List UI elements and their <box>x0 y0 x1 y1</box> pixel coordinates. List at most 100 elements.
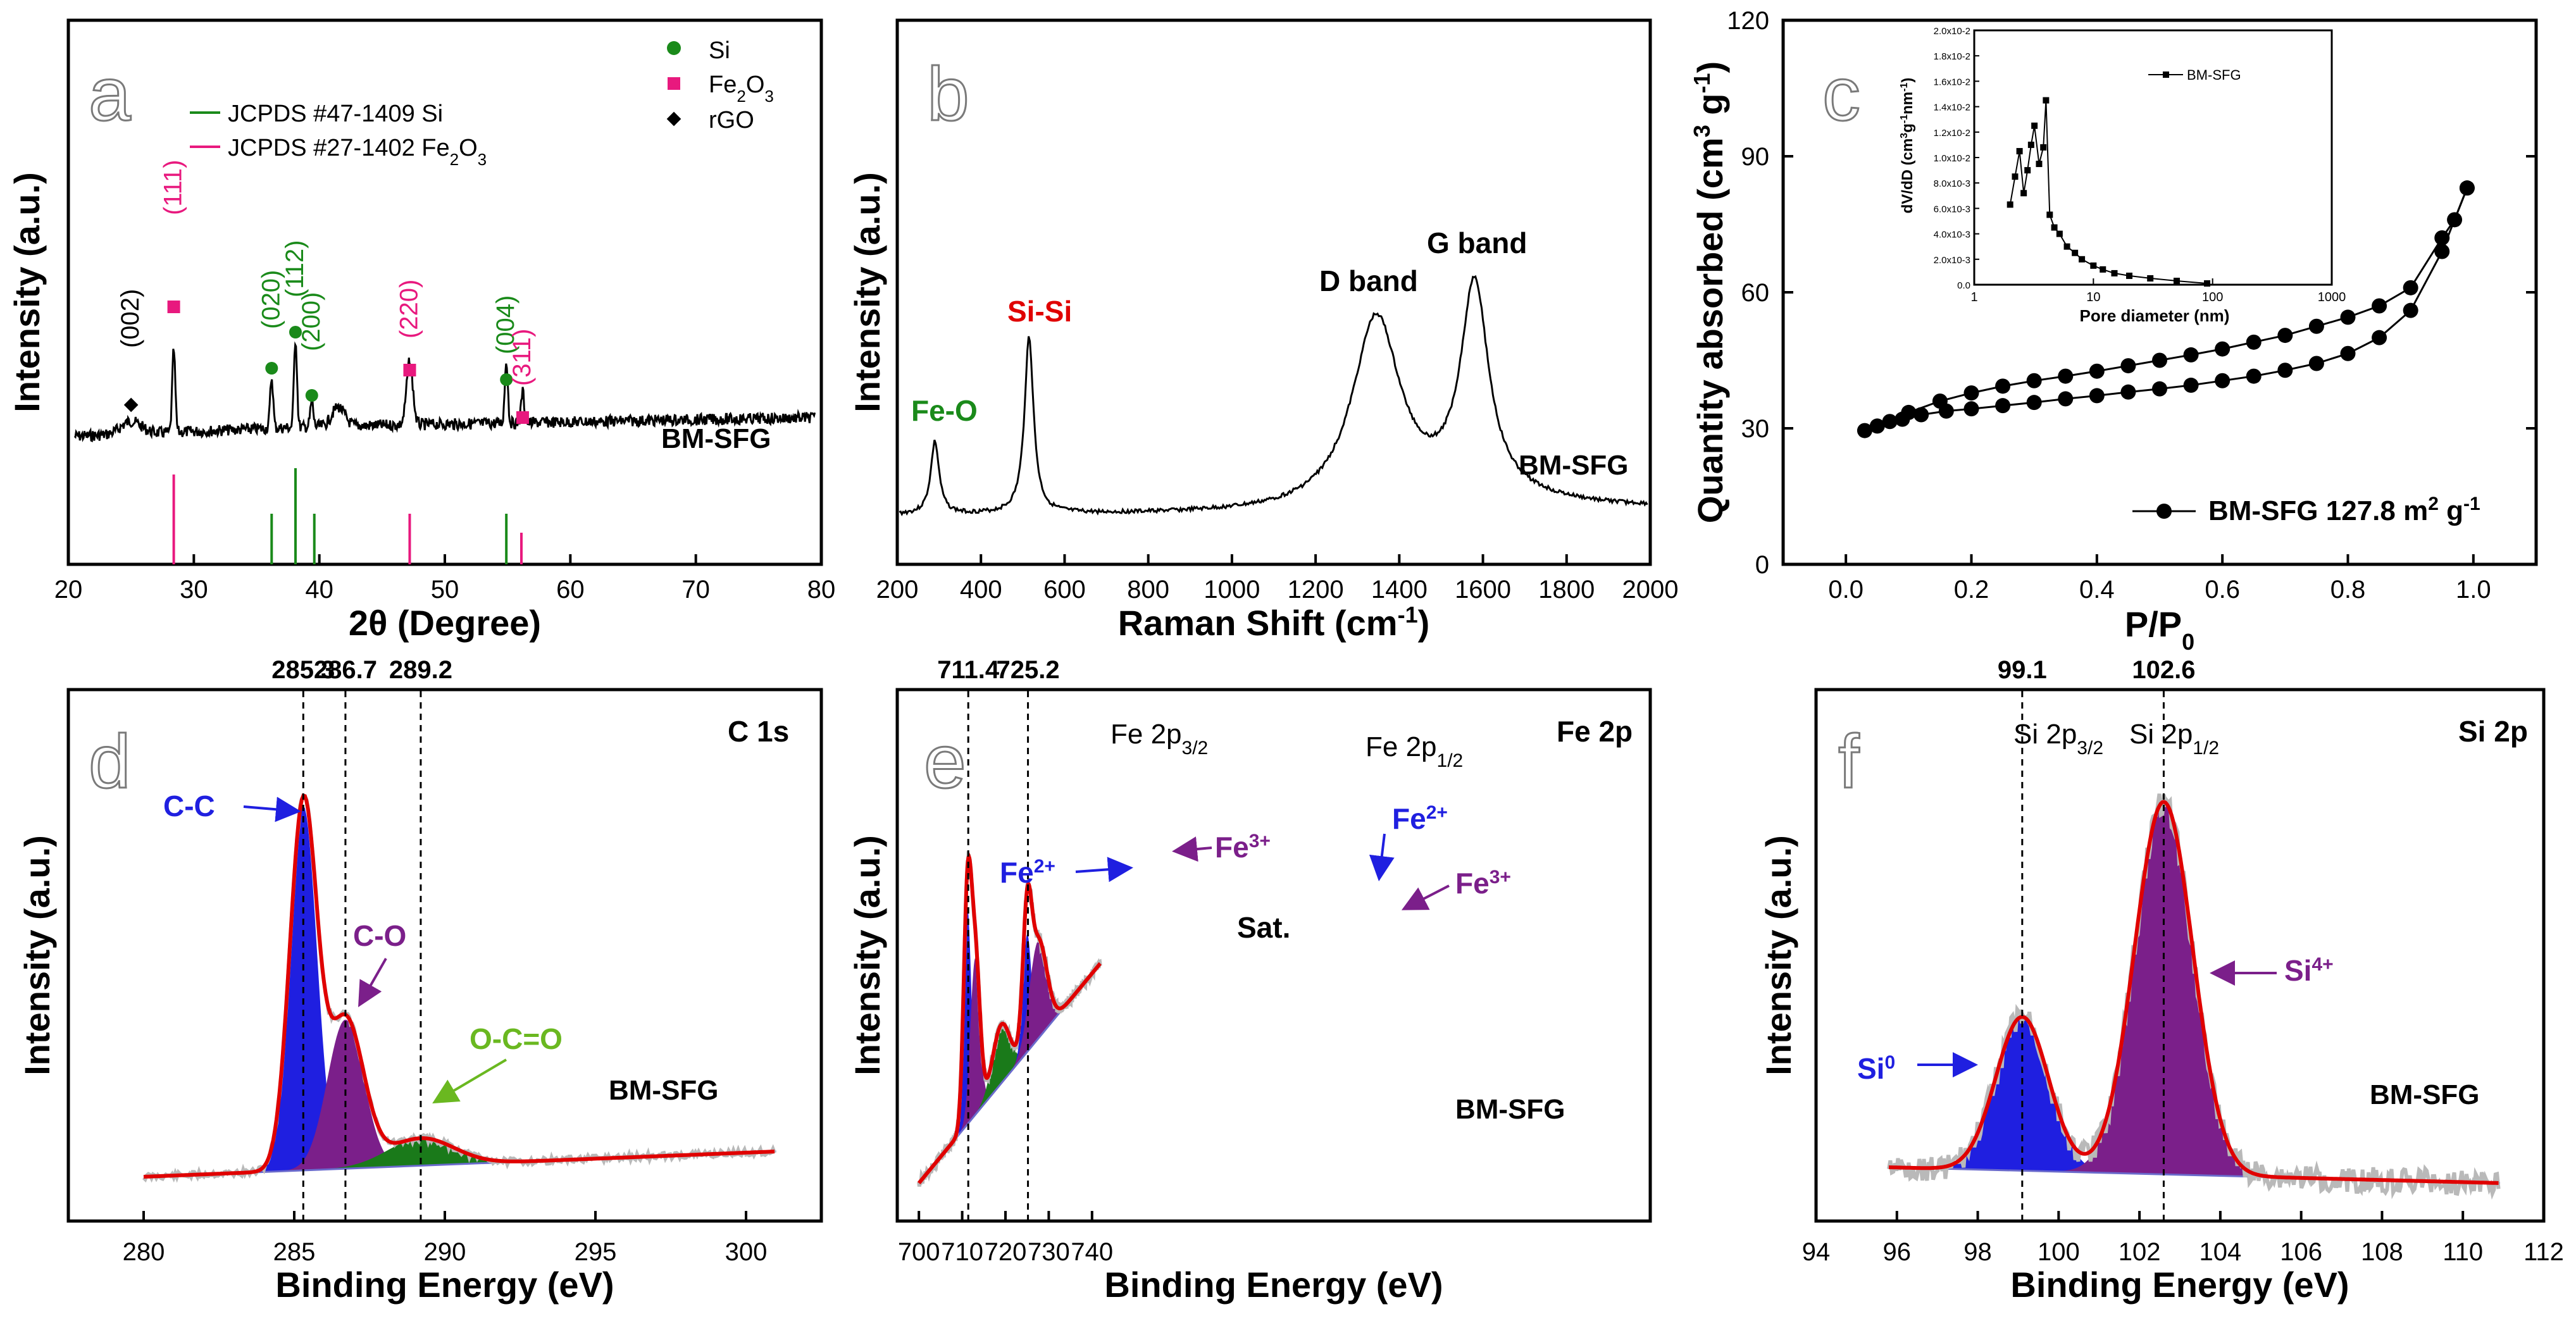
inset-x-tick-label: 1000 <box>2318 290 2346 304</box>
legend-si-line-label: JCPDS #47-1409 Si <box>228 101 443 127</box>
panel-c-x-tick-label: 0.0 <box>1828 576 1864 604</box>
band-label-si-si: Si-Si <box>1007 295 1072 328</box>
panel-c-legend-marker <box>2156 504 2172 519</box>
panel-f-reference-lines: 99.1 102.6 <box>1998 656 2195 1221</box>
adsorption-point <box>2183 377 2199 393</box>
desorption-point <box>2277 328 2293 344</box>
xps-5-x-tick-label: 106 <box>2280 1238 2322 1266</box>
peak-label: (200) <box>297 292 325 351</box>
peak-label: (020) <box>257 270 285 329</box>
adsorption-point <box>1913 407 1929 423</box>
desorption-point <box>2246 334 2262 350</box>
panel-d-letter: d <box>89 719 131 804</box>
panel-f-y-title: Intensity (a.u.) <box>1758 835 1798 1076</box>
inset-y-tick-label: 4.0x10-3 <box>1934 230 1970 240</box>
inset-point <box>2126 272 2133 279</box>
adsorption-point <box>2120 384 2136 400</box>
inset-frame <box>1973 29 2333 286</box>
adsorption-point <box>2340 345 2356 361</box>
inset-y-tick-label: 8.0x10-3 <box>1934 178 1970 189</box>
peak-label: (002) <box>116 289 144 348</box>
legend-si-marker-label: Si <box>709 37 730 64</box>
panel-a-y-title: Intensity (a.u.) <box>7 172 47 412</box>
panel-b-frame <box>895 18 1652 566</box>
peak-label: (112) <box>281 240 309 297</box>
panel-e-letter: e <box>924 719 966 804</box>
panel-f-letter: f <box>1838 719 1860 804</box>
panel-e-plot <box>917 850 1102 1187</box>
inset-y-tick-label: 2.0x10-2 <box>1934 26 1970 37</box>
inset-point <box>2031 122 2038 129</box>
desorption-point <box>2308 318 2324 334</box>
label-c-o: C-O <box>353 919 406 952</box>
desorption-point <box>2340 309 2356 325</box>
band-label-fe-o: Fe-O <box>911 394 978 427</box>
desorption-point <box>2403 280 2418 295</box>
label-si4: Si4+ <box>2284 954 2334 988</box>
legend-si-marker <box>667 41 681 55</box>
fe2o3-peak-marker <box>167 301 180 313</box>
arrow-fe2-a <box>1075 857 1133 883</box>
xps-3-x-tick-label: 300 <box>725 1238 768 1266</box>
legend-rgo-marker <box>666 111 681 127</box>
xps-5-x-tick-label: 98 <box>1963 1238 1992 1266</box>
panel-c-x-tick-label: 0.8 <box>2330 576 2366 604</box>
adsorption-point <box>2026 395 2042 411</box>
inset-x-tick-label: 100 <box>2202 290 2223 304</box>
inset-point <box>2056 230 2063 237</box>
panel-c-letter: c <box>1822 52 1860 137</box>
legend-fe2o3-marker-label: Fe2O3 <box>709 71 774 106</box>
panel-c-x-tick-label: 1.0 <box>2456 576 2491 604</box>
label-sat: Sat. <box>1237 911 1290 944</box>
xps-5-x-tick-label: 104 <box>2200 1238 2242 1266</box>
adsorption-point <box>2308 356 2324 371</box>
panel-e-x-ticks: 700 710 720 730 740 <box>898 1211 1113 1266</box>
inset-point <box>2111 270 2118 276</box>
inset-x-title: Pore diameter (nm) <box>2080 306 2230 325</box>
inset-point <box>2043 97 2050 104</box>
panel-b-x-tick-label: 400 <box>960 576 1002 604</box>
adsorption-point <box>1995 398 2011 414</box>
xps-4-x-tick-label: 700 <box>898 1238 940 1266</box>
panel-a-reference-lines <box>172 468 523 564</box>
component-1-area <box>1889 802 2500 1183</box>
fe2o3-peak-marker <box>516 411 529 424</box>
panel-a-x-tick-label: 20 <box>54 576 83 604</box>
inset-legend-label: BM-SFG <box>2187 67 2241 83</box>
panel-b-x-tick-label: 2000 <box>1622 576 1679 604</box>
inset-y-tick-label: 1.8x10-2 <box>1934 51 1970 62</box>
xps-5-x-tick-label: 110 <box>2442 1238 2483 1266</box>
panel-f-plot <box>1887 793 2501 1200</box>
adsorption-point <box>2152 381 2167 397</box>
panel-a-x-title: 2θ (Degree) <box>349 603 541 643</box>
raw-data-trace <box>917 850 1102 1187</box>
xps-4-x-tick-label: 720 <box>985 1238 1027 1266</box>
panel-f-si2p: 94 96 98 100 102 104 106 108 110 112 99.1 102.6 f … <box>1758 656 2564 1305</box>
inset-x-tick-label: 10 <box>2086 290 2100 304</box>
peak-label: (220) <box>395 280 423 338</box>
adsorption-point <box>2372 330 2387 345</box>
panel-b-x-title: Raman Shift (cm-1) <box>1118 602 1430 643</box>
panel-b-y-title: Intensity (a.u.) <box>847 172 887 412</box>
panel-e-sample-label: BM-SFG <box>1455 1094 1565 1125</box>
raw-data-trace <box>142 794 776 1183</box>
panel-c-x-tick-label: 0.6 <box>2205 576 2240 604</box>
adsorption-point <box>1963 401 1979 417</box>
label-si0: Si0 <box>1857 1052 1895 1086</box>
panel-c-x-tick-label: 0.2 <box>1954 576 1989 604</box>
adsorption-point <box>2246 368 2262 384</box>
xps-3-x-tick-label: 285 <box>273 1238 316 1266</box>
panel-f-sample-label: BM-SFG <box>2370 1079 2480 1110</box>
panel-c-y-tick-label: 60 <box>1741 279 1770 307</box>
adsorption-point <box>2434 244 2450 259</box>
panel-e-title: Fe 2p <box>1557 715 1633 748</box>
inset-point <box>2012 173 2019 180</box>
inset-y-title: dV/dD (cm3g-1nm-1) <box>1899 78 1917 214</box>
desorption-point <box>2026 373 2042 388</box>
inset-ticks: 1 10 100 1000 0.0 2.0x10-3 4.0x10-3 6.0x10-3 8.0… <box>1934 26 2346 304</box>
xps-5-x-tick-label: 112 <box>2523 1238 2564 1266</box>
component-2-area <box>144 1138 776 1177</box>
desorption-point <box>2152 352 2167 368</box>
legend-fe2o3-line-label: JCPDS #27-1402 Fe2O3 <box>228 135 487 169</box>
panel-b-raman-trace <box>899 275 1648 516</box>
